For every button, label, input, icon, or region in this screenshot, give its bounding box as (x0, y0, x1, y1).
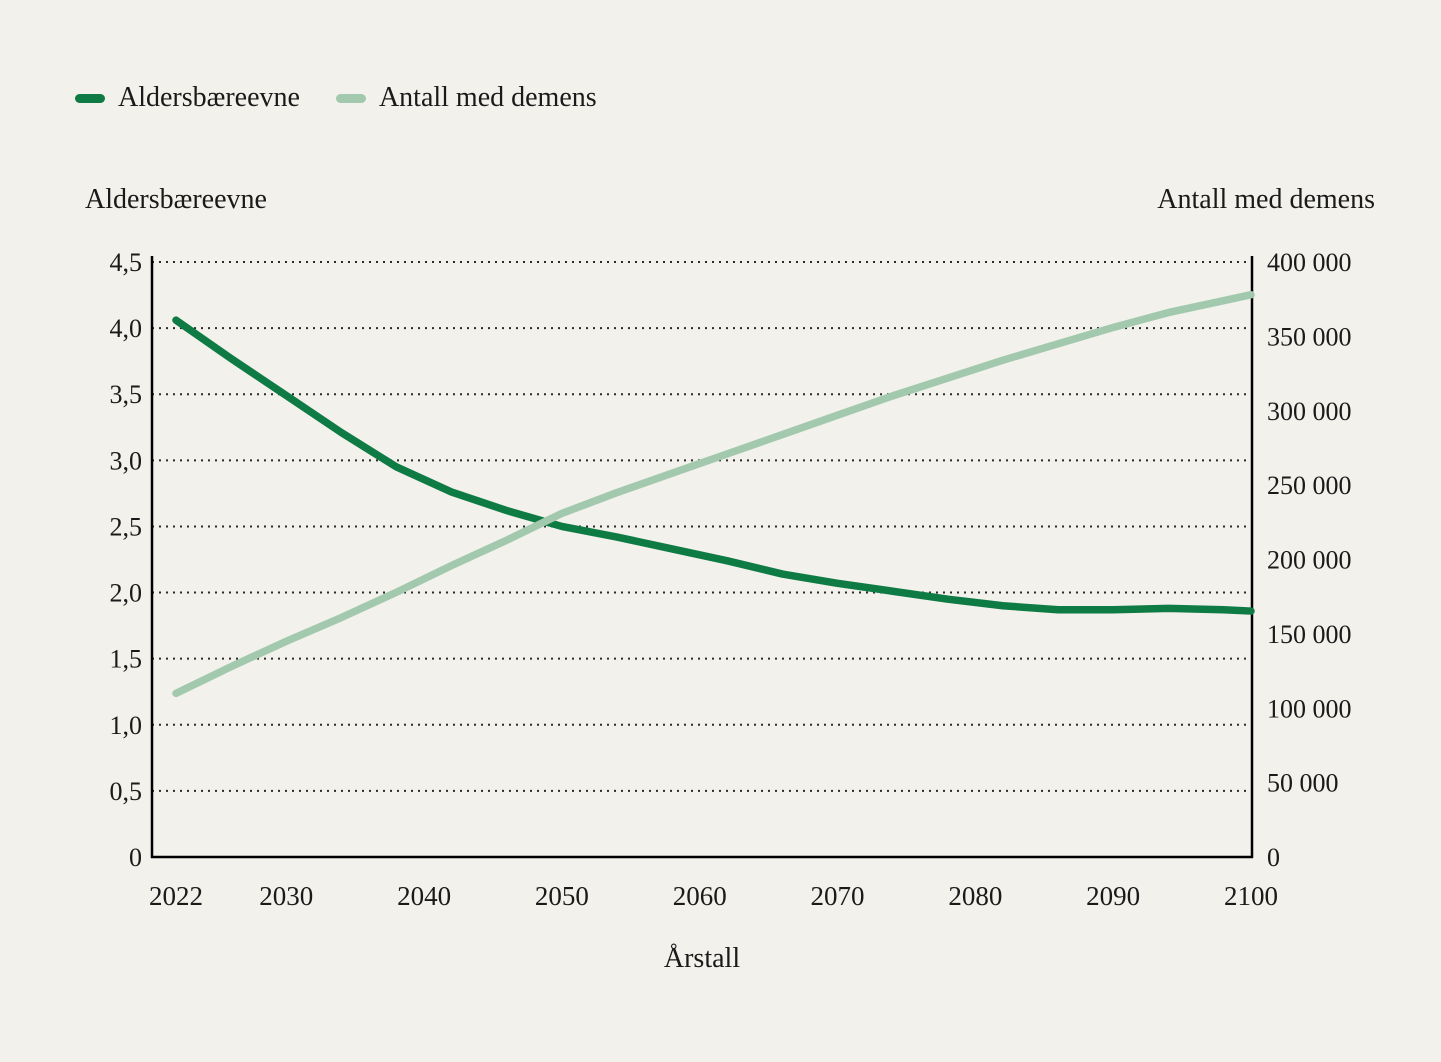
x-tick-label: 2070 (811, 881, 865, 911)
legend-item-antall-med-demens: Antall med demens (335, 82, 597, 113)
series-line-aldersbaereevne (172, 316, 1255, 615)
series-line-antall-med-demens (172, 290, 1255, 698)
right-tick-label: 50 000 (1267, 769, 1339, 798)
legend-label: Antall med demens (378, 82, 597, 113)
right-tick-label: 250 000 (1267, 471, 1352, 500)
x-tick-label: 2090 (1086, 881, 1140, 911)
right-tick-label: 0 (1267, 843, 1280, 872)
legend-item-aldersbaereevne: Aldersbæreevne (75, 84, 300, 112)
legend-swatch-light-green (335, 93, 366, 103)
right-tick-label: 100 000 (1267, 694, 1352, 723)
left-tick-label: 2,0 (110, 579, 143, 608)
right-tick-label: 150 000 (1267, 620, 1352, 649)
right-tick-label: 300 000 (1267, 397, 1352, 426)
left-tick-label: 0 (129, 843, 142, 872)
legend: Aldersbæreevne Antall med demens (75, 84, 597, 112)
x-tick-label: 2030 (259, 881, 313, 911)
right-tick-label: 400 000 (1267, 248, 1352, 277)
left-tick-label: 0,5 (110, 777, 143, 806)
legend-label: Aldersbæreevne (118, 82, 300, 113)
x-tick-label: 2022 (149, 881, 203, 911)
x-tick-label: 2060 (673, 881, 727, 911)
left-tick-label: 4,0 (110, 314, 143, 343)
x-tick-label: 2050 (535, 881, 589, 911)
x-axis-title: Årstall (663, 943, 741, 974)
x-tick-label: 2080 (948, 881, 1002, 911)
left-tick-label: 3,0 (110, 446, 143, 475)
left-tick-label: 3,5 (110, 380, 143, 409)
left-tick-label: 4,5 (110, 248, 143, 277)
left-tick-label: 1,5 (110, 645, 143, 674)
x-tick-label: 2100 (1224, 881, 1278, 911)
right-tick-label: 200 000 (1267, 546, 1352, 575)
right-axis-title: Antall med demens (1157, 184, 1375, 215)
legend-swatch-dark-green (75, 93, 105, 103)
right-tick-label: 350 000 (1267, 322, 1352, 351)
left-axis-title: Aldersbæreevne (85, 184, 267, 215)
x-tick-label: 2040 (397, 881, 451, 911)
left-tick-label: 1,0 (110, 711, 143, 740)
left-tick-label: 2,5 (110, 512, 143, 541)
